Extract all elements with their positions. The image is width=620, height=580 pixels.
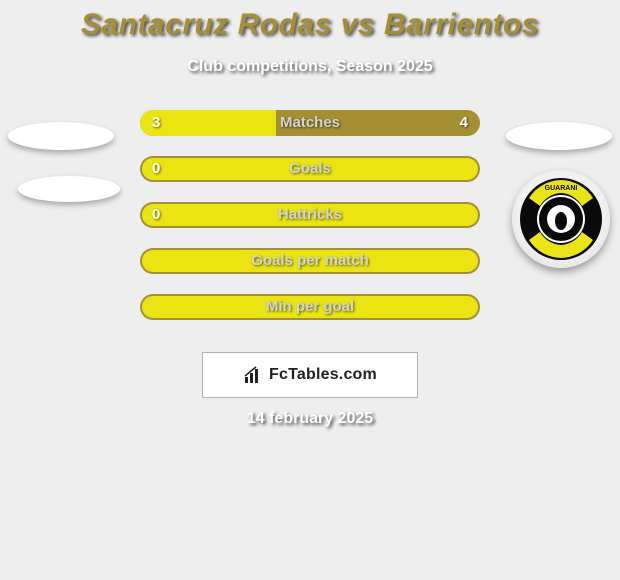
stat-label: Goals xyxy=(140,156,480,182)
bar-chart-icon xyxy=(243,365,263,385)
bar-track: Min per goal xyxy=(140,294,480,320)
comparison-chart: Santacruz Rodas vs Barrientos Club compe… xyxy=(0,0,620,580)
bar-track: 0 Hattricks xyxy=(140,202,480,228)
date-text: 14 february 2025 xyxy=(0,410,620,428)
stat-label: Goals per match xyxy=(140,248,480,274)
stat-value-right: 4 xyxy=(460,110,468,136)
bar-track: 0 Goals xyxy=(140,156,480,182)
stat-row-goals: 0 Goals xyxy=(0,156,620,182)
stat-label: Matches xyxy=(140,110,480,136)
chart-title: Santacruz Rodas vs Barrientos xyxy=(0,0,620,42)
stat-row-goals-per-match: Goals per match xyxy=(0,248,620,274)
bar-track: 3 Matches 4 xyxy=(140,110,480,136)
stat-row-hattricks: 0 Hattricks xyxy=(0,202,620,228)
fctables-watermark: FcTables.com xyxy=(202,352,418,398)
bar-track: Goals per match xyxy=(140,248,480,274)
stat-row-min-per-goal: Min per goal xyxy=(0,294,620,320)
stat-label: Hattricks xyxy=(140,202,480,228)
watermark-text: FcTables.com xyxy=(269,366,377,384)
player-right-placeholder xyxy=(506,122,612,150)
stat-label: Min per goal xyxy=(140,294,480,320)
chart-subtitle: Club competitions, Season 2025 xyxy=(0,58,620,76)
